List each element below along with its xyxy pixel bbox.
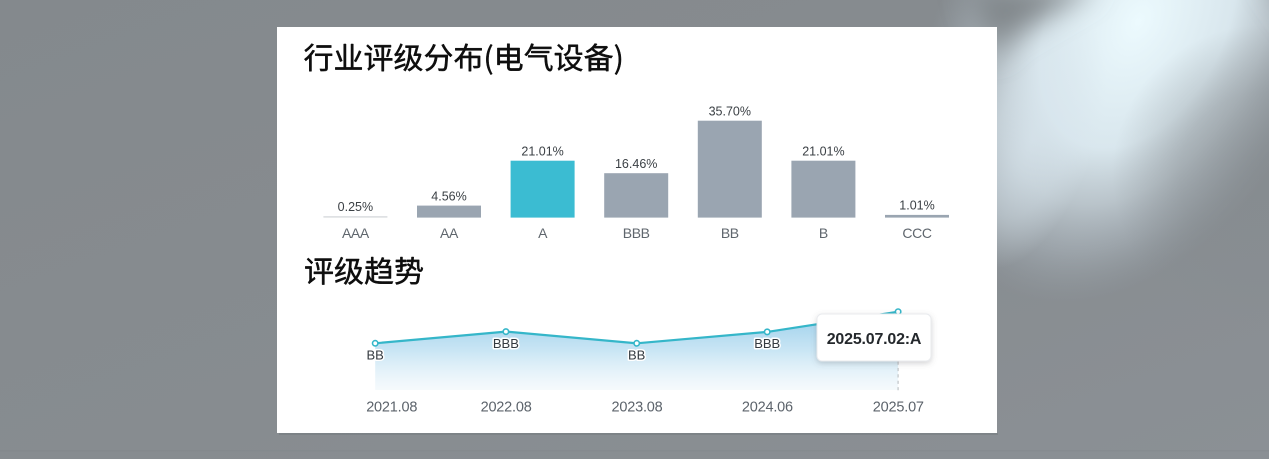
svg-text:BBB: BBB	[754, 336, 780, 351]
svg-text:2023.08: 2023.08	[611, 400, 662, 416]
svg-text:2022.08: 2022.08	[481, 400, 532, 416]
svg-text:BB: BB	[721, 225, 739, 241]
svg-text:BB: BB	[367, 348, 384, 363]
svg-text:4.56%: 4.56%	[431, 189, 466, 203]
svg-text:2025.07: 2025.07	[873, 400, 924, 416]
svg-text:B: B	[819, 225, 828, 241]
svg-text:BB: BB	[628, 348, 645, 363]
svg-text:35.70%: 35.70%	[709, 104, 751, 118]
svg-text:A: A	[538, 225, 548, 241]
svg-text:21.01%: 21.01%	[521, 144, 563, 158]
svg-text:1.01%: 1.01%	[899, 199, 934, 213]
svg-text:AA: AA	[440, 225, 459, 241]
svg-text:2021.08: 2021.08	[366, 400, 417, 416]
svg-text:BBB: BBB	[493, 336, 519, 351]
svg-text:16.46%: 16.46%	[615, 157, 657, 171]
svg-text:BBB: BBB	[623, 225, 650, 241]
svg-text:CCC: CCC	[902, 225, 931, 241]
svg-text:21.01%: 21.01%	[802, 144, 844, 158]
svg-text:0.25%: 0.25%	[338, 200, 373, 214]
svg-text:AAA: AAA	[342, 225, 370, 241]
svg-text:2024.06: 2024.06	[742, 400, 793, 416]
svg-text:2025.07.02:A: 2025.07.02:A	[827, 331, 922, 348]
